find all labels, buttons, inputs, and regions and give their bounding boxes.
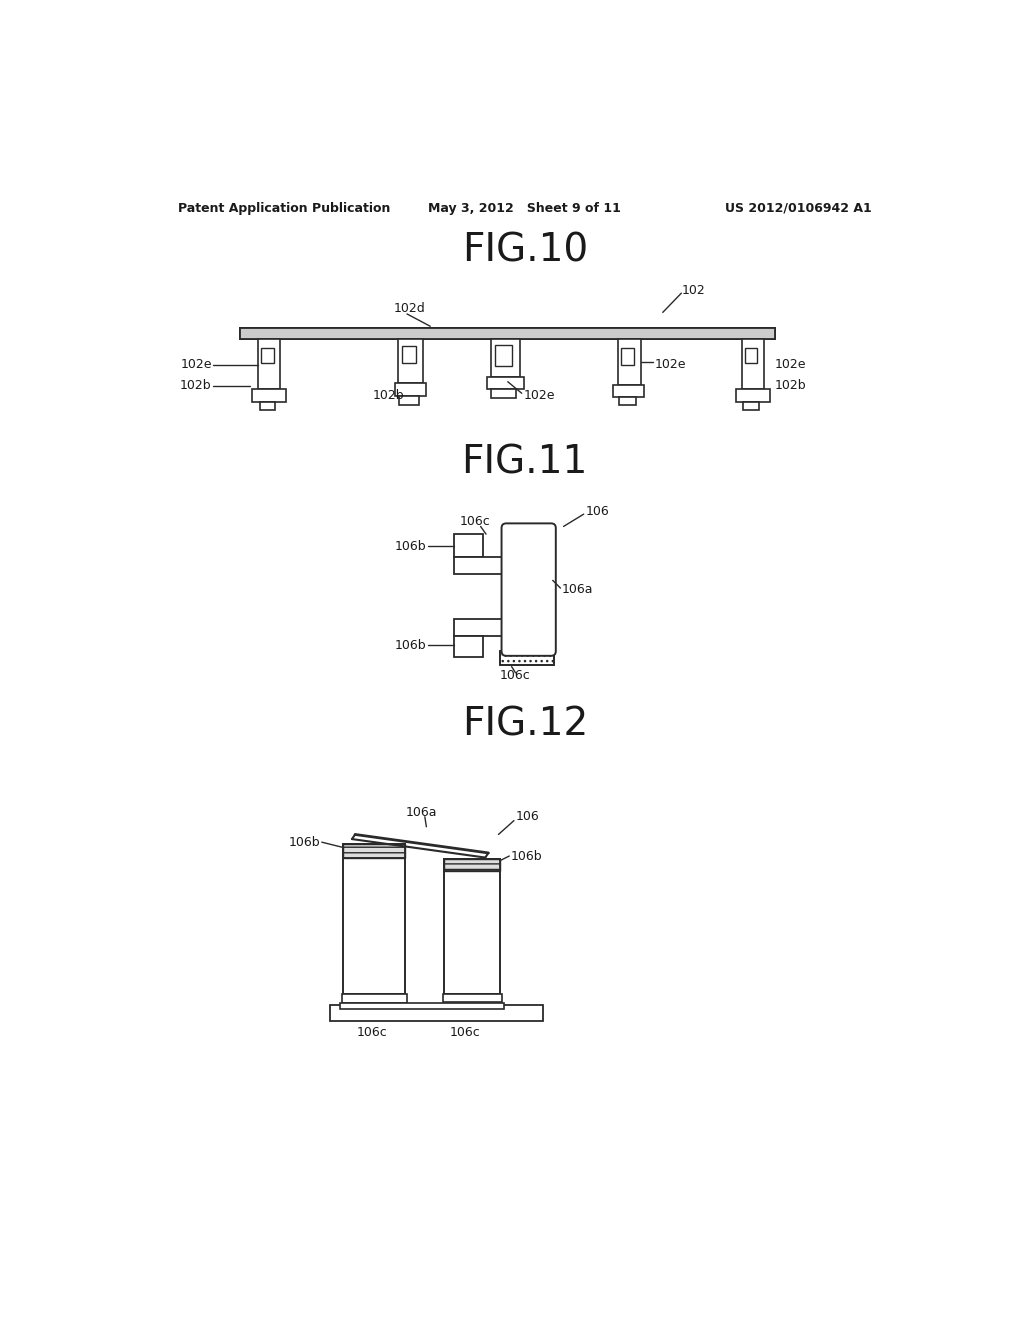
- Bar: [490, 388, 515, 397]
- Text: 102e: 102e: [655, 358, 686, 371]
- Bar: [252, 388, 286, 403]
- Text: 102e: 102e: [523, 389, 555, 403]
- Bar: [241, 327, 775, 339]
- Text: 106: 106: [515, 810, 540, 824]
- Bar: [444, 859, 500, 871]
- Bar: [743, 403, 759, 411]
- Text: 102: 102: [682, 284, 706, 297]
- Bar: [330, 1006, 543, 1020]
- Text: 102b: 102b: [180, 379, 212, 392]
- Bar: [258, 339, 280, 388]
- Bar: [397, 339, 423, 383]
- Bar: [490, 339, 520, 378]
- Bar: [444, 859, 500, 994]
- Text: 102b: 102b: [775, 379, 807, 392]
- FancyBboxPatch shape: [502, 524, 556, 656]
- Text: 106c: 106c: [356, 1026, 387, 1039]
- Text: 102b: 102b: [373, 389, 404, 403]
- Text: FIG.11: FIG.11: [462, 444, 588, 482]
- Bar: [620, 397, 636, 405]
- Text: 106a: 106a: [406, 807, 436, 820]
- Bar: [613, 385, 644, 397]
- Bar: [454, 619, 509, 636]
- Bar: [343, 843, 406, 858]
- Bar: [621, 348, 634, 364]
- Bar: [343, 843, 406, 858]
- Text: 102e: 102e: [180, 358, 212, 371]
- Bar: [486, 378, 524, 388]
- Bar: [394, 383, 426, 396]
- Text: FIG.10: FIG.10: [462, 232, 588, 269]
- Bar: [261, 348, 273, 363]
- Text: 106c: 106c: [460, 515, 490, 528]
- Bar: [735, 388, 770, 403]
- Bar: [340, 1003, 504, 1010]
- Bar: [401, 346, 416, 363]
- Bar: [496, 345, 512, 366]
- Text: 106b: 106b: [394, 540, 426, 553]
- Text: 106c: 106c: [450, 1026, 480, 1039]
- Bar: [744, 348, 758, 363]
- Bar: [500, 651, 554, 665]
- Bar: [454, 535, 483, 557]
- Bar: [500, 651, 554, 665]
- Text: 106: 106: [586, 504, 609, 517]
- Bar: [454, 636, 483, 657]
- Bar: [241, 327, 775, 339]
- Bar: [241, 327, 775, 339]
- Text: 106a: 106a: [562, 583, 594, 597]
- Bar: [399, 396, 420, 405]
- Text: 106b: 106b: [289, 836, 321, 849]
- Bar: [617, 339, 641, 385]
- Text: 106b: 106b: [511, 850, 543, 862]
- Bar: [342, 994, 407, 1003]
- Text: May 3, 2012   Sheet 9 of 11: May 3, 2012 Sheet 9 of 11: [428, 202, 622, 215]
- Bar: [260, 403, 275, 411]
- Bar: [442, 994, 502, 1002]
- Text: Patent Application Publication: Patent Application Publication: [178, 202, 391, 215]
- Bar: [241, 327, 775, 339]
- Bar: [343, 843, 406, 994]
- Text: 102e: 102e: [775, 358, 807, 371]
- Text: US 2012/0106942 A1: US 2012/0106942 A1: [725, 202, 872, 215]
- Text: 106c: 106c: [500, 669, 530, 682]
- Text: FIG.12: FIG.12: [462, 705, 588, 743]
- Text: 106b: 106b: [394, 639, 426, 652]
- Bar: [444, 859, 500, 871]
- Bar: [454, 557, 509, 574]
- Text: 102d: 102d: [394, 302, 426, 315]
- Bar: [741, 339, 764, 388]
